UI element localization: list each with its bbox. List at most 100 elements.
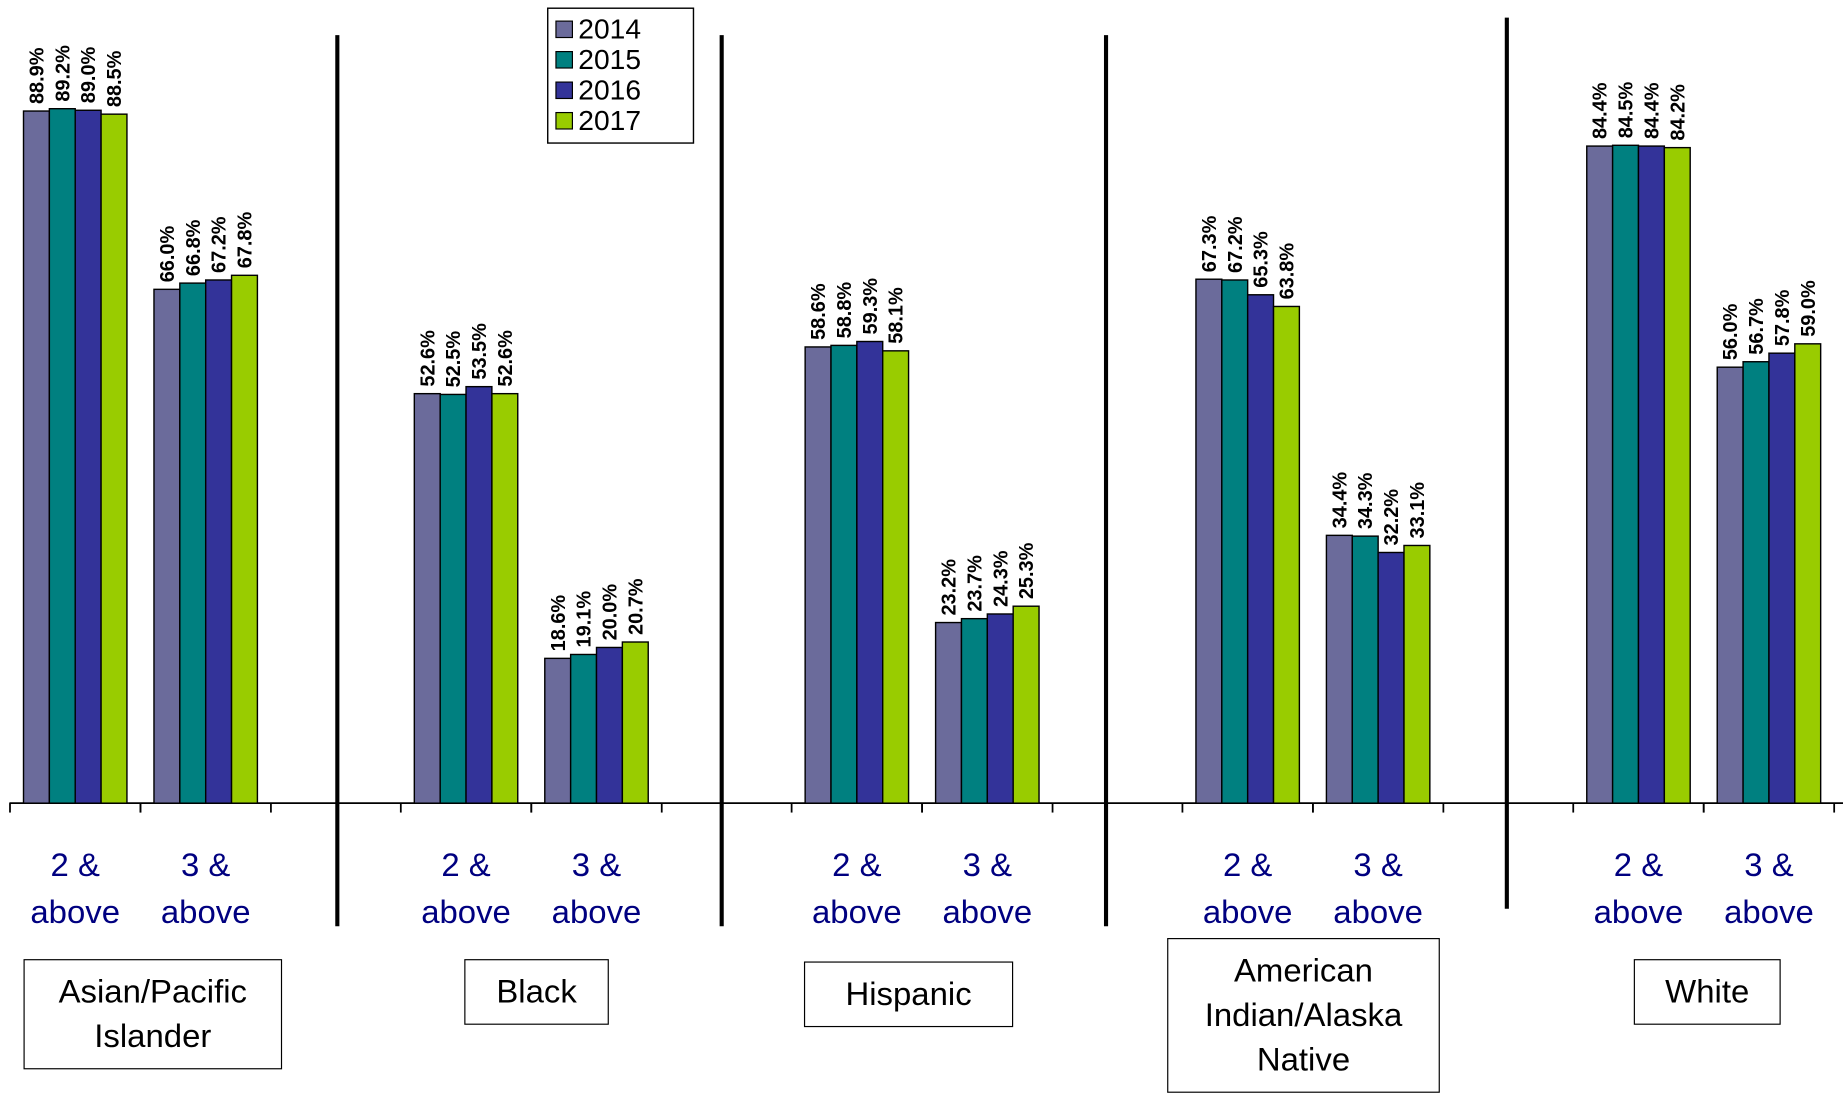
- legend-label: 2014: [578, 13, 641, 45]
- value-label: 56.0%: [1720, 303, 1742, 360]
- value-label: 20.0%: [599, 584, 621, 641]
- value-label: 23.7%: [964, 555, 986, 612]
- bar: [413, 392, 441, 804]
- value-label: 18.6%: [548, 595, 570, 652]
- x-tick-label: 3 & above: [551, 846, 642, 930]
- bar: [856, 340, 884, 804]
- value-label: 58.8%: [834, 282, 856, 339]
- value-label: 53.5%: [469, 323, 491, 380]
- bar: [882, 350, 910, 804]
- x-tick-label: 2 & above: [1593, 846, 1684, 930]
- bar: [1768, 352, 1796, 804]
- value-label: 84.5%: [1616, 82, 1638, 139]
- value-label: 66.0%: [157, 226, 179, 283]
- value-label: 52.5%: [443, 331, 465, 388]
- legend-label: 2016: [578, 74, 641, 106]
- value-label: 32.2%: [1381, 489, 1403, 546]
- bar: [986, 613, 1014, 804]
- value-label: 58.6%: [808, 283, 830, 340]
- value-label: 89.0%: [78, 46, 100, 103]
- bar: [960, 617, 989, 804]
- bar: [621, 641, 649, 804]
- x-tick-label: 2 & above: [421, 846, 511, 930]
- x-tick-label: 2 & above: [30, 846, 121, 930]
- bar: [934, 621, 963, 804]
- bar: [1742, 361, 1770, 804]
- value-label: 67.8%: [235, 212, 257, 269]
- bar: [830, 344, 858, 804]
- value-label: 84.2%: [1667, 84, 1689, 141]
- legend-swatch: [555, 51, 573, 69]
- value-label: 25.3%: [1016, 542, 1038, 599]
- legend-swatch: [555, 81, 573, 100]
- value-label: 52.6%: [417, 330, 439, 387]
- bar: [465, 385, 493, 804]
- value-label: 33.1%: [1407, 482, 1429, 539]
- value-label: 57.8%: [1772, 289, 1794, 346]
- value-label: 58.1%: [886, 287, 908, 344]
- value-label: 67.3%: [1199, 215, 1221, 272]
- bar: [1351, 535, 1379, 804]
- x-tick-label: 3 & above: [160, 846, 251, 930]
- bar: [1377, 551, 1405, 804]
- bar: [1637, 145, 1666, 804]
- legend-label: 2017: [578, 104, 641, 136]
- bar: [74, 109, 102, 804]
- value-label: 67.2%: [1225, 216, 1247, 273]
- legend-swatch: [555, 111, 573, 130]
- bar: [544, 657, 572, 804]
- bar: [1246, 294, 1275, 804]
- value-label: 34.4%: [1329, 472, 1351, 529]
- legend-swatch: [555, 20, 573, 39]
- value-label: 19.1%: [574, 591, 596, 648]
- bar: [204, 279, 233, 804]
- value-label: 59.3%: [860, 278, 882, 335]
- bar: [1794, 343, 1822, 804]
- bar: [179, 282, 207, 804]
- value-label: 67.2%: [209, 216, 231, 273]
- bar: [1663, 146, 1691, 804]
- bar: [230, 274, 259, 804]
- bar: [1403, 544, 1431, 804]
- group-label: Asian/Pacific Islander: [23, 959, 283, 1070]
- legend-label: 2015: [578, 43, 641, 75]
- value-label: 23.2%: [939, 559, 961, 616]
- x-tick-label: 3 & above: [1724, 846, 1814, 930]
- value-label: 66.8%: [183, 219, 205, 276]
- value-label: 65.3%: [1251, 231, 1273, 288]
- group-label: Hispanic: [803, 961, 1014, 1028]
- value-label: 63.8%: [1276, 243, 1298, 300]
- value-label: 88.9%: [26, 47, 48, 104]
- value-label: 52.6%: [495, 330, 517, 387]
- bar: [100, 113, 128, 804]
- bar: [1325, 534, 1353, 804]
- value-label: 88.5%: [104, 50, 126, 107]
- bar: [48, 108, 76, 804]
- x-tick-label: 3 & above: [942, 846, 1033, 930]
- x-tick-label: 2 & above: [1202, 846, 1293, 930]
- bar: [1611, 144, 1640, 804]
- value-label: 34.3%: [1355, 472, 1377, 529]
- bar: [1221, 279, 1249, 804]
- x-tick-label: 2 & above: [812, 846, 902, 930]
- group-label: Black: [464, 959, 609, 1025]
- value-label: 89.2%: [52, 45, 74, 102]
- value-label: 20.7%: [625, 578, 647, 635]
- value-label: 84.4%: [1590, 82, 1612, 139]
- group-label: American Indian/Alaska Native: [1167, 938, 1440, 1093]
- bar: [595, 646, 624, 804]
- bar: [804, 346, 832, 804]
- value-label: 24.3%: [990, 550, 1012, 607]
- bar: [1586, 145, 1614, 804]
- bar: [1012, 605, 1040, 804]
- bar: [439, 393, 467, 804]
- bar: [1716, 366, 1744, 804]
- bar: [1272, 305, 1301, 804]
- bar: [1195, 278, 1223, 804]
- bar: [153, 288, 181, 804]
- value-label: 59.0%: [1798, 280, 1820, 337]
- value-label: 56.7%: [1746, 298, 1768, 355]
- x-tick-label: 3 & above: [1333, 846, 1423, 930]
